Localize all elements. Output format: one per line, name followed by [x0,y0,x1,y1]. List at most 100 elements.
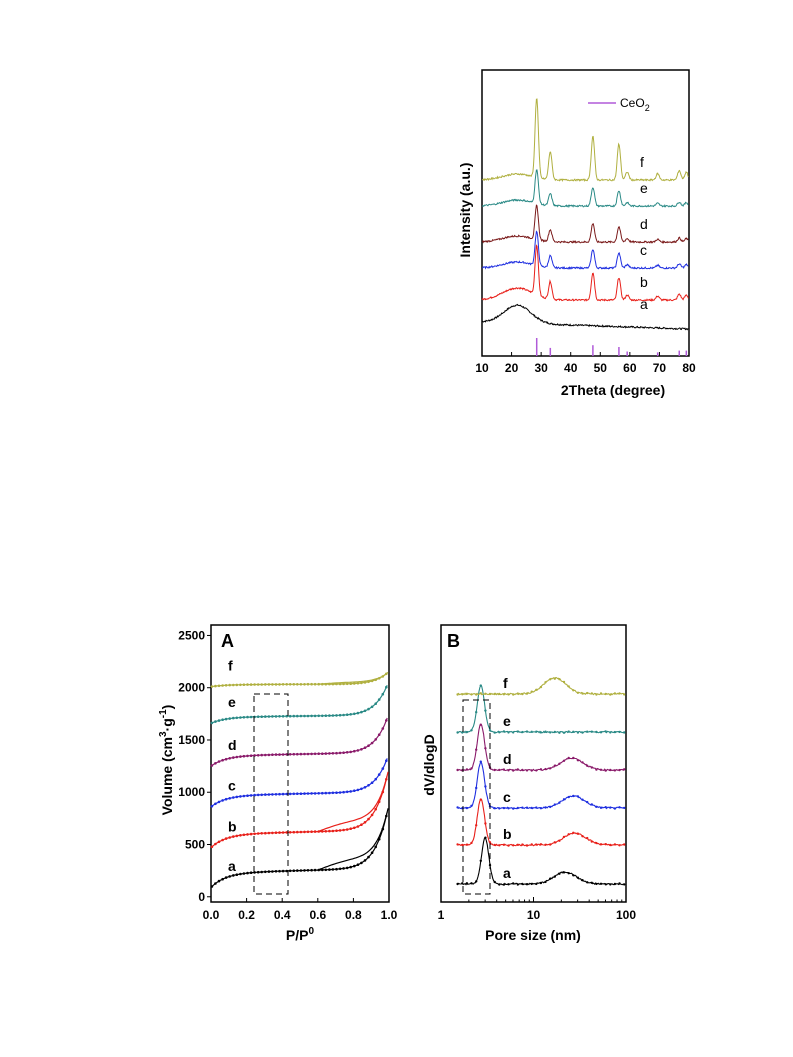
isotherm-point-a [292,869,296,872]
isotherm-point-c [228,797,231,800]
pore-point-e [535,730,538,733]
isotherm-point-b [374,807,378,811]
isotherm-point-b [256,832,260,835]
isotherm-point-d [321,752,324,755]
pore-point-a [456,882,459,886]
pore-point-b [516,843,519,846]
pore-point-f [502,693,506,696]
isotherm-point-e [224,717,228,721]
xrd-x-axis-label: 2Theta (degree) [561,382,665,398]
pore-point-b [470,841,473,845]
isotherm-point-f [303,683,306,686]
isotherm-x-tick-label: 0.6 [309,908,326,922]
pore-point-c [572,794,575,798]
pore-point-d [507,769,510,772]
isotherm-x-ticks: 0.0 0.2 0.4 0.6 0.8 1.0 [203,898,398,922]
isotherm-point-d [264,753,267,757]
isotherm-point-b [228,836,231,839]
isotherm-point-b [317,830,321,833]
pore-point-d [530,769,533,772]
pore-point-d [544,767,547,771]
isotherm-adsorption-e [211,684,388,724]
isotherm-point-c [246,794,249,797]
isotherm-point-f [360,681,363,685]
isotherm-point-b [303,830,306,834]
isotherm-series-lines [210,671,389,888]
isotherm-point-c [303,792,306,795]
isotherm-point-c [377,773,381,776]
isotherm-point-d [313,752,317,756]
isotherm-y-tick-label: 500 [185,838,205,852]
isotherm-point-a [264,870,267,874]
pore-point-f [576,691,580,694]
isotherm-point-b [249,832,253,836]
pore-point-f [599,692,603,695]
isotherm-x-tick-label: 1.0 [381,908,398,922]
isotherm-point-d [221,758,224,762]
isotherm-point-a [288,869,292,873]
isotherm-point-d [217,760,221,763]
pore-point-b [488,841,492,844]
isotherm-point-b [285,831,289,834]
isotherm-point-a [313,868,317,872]
isotherm-point-b [331,829,335,833]
pore-point-b [544,843,547,846]
pore-point-c [567,795,570,799]
pore-point-a [535,882,538,886]
pore-point-d [498,768,501,772]
isotherm-chart: a b c d e f 0.0 0.2 0.4 0.6 0.8 1.0 0 500 1000 1500 20… [158,624,398,943]
pore-point-c [558,801,561,804]
pore-point-d [535,769,538,772]
pore-point-b [567,833,570,836]
pore-point-a [553,875,556,878]
pore-point-a [613,882,617,886]
pore-point-d [479,723,482,726]
pore-point-e [576,731,580,734]
pore-point-f [535,688,538,691]
pore-point-b [525,844,529,847]
pore-point-d [475,748,478,751]
pore-point-f [521,692,524,696]
isotherm-point-e [299,714,303,718]
pore-point-a [539,881,543,885]
pore-point-f [539,685,543,689]
isotherm-point-c [288,792,292,796]
isotherm-point-a [210,885,214,888]
isotherm-point-f [356,681,360,685]
isotherm-point-f [260,683,264,686]
pore-point-a [512,882,515,885]
pore-point-b [493,843,496,847]
isotherm-point-c [360,787,363,791]
pore-point-d [516,768,519,771]
isotherm-point-a [296,869,299,872]
isotherm-point-a [310,868,313,872]
pore-series-line-e [457,684,626,734]
isotherm-point-c [224,797,228,801]
isotherm-point-d [232,756,235,759]
pore-point-c [609,806,612,809]
isotherm-point-f [349,682,353,685]
pore-point-c [539,807,543,810]
pore-point-b [498,844,501,847]
isotherm-point-c [331,791,335,795]
isotherm-point-b [360,823,363,826]
isotherm-point-f [292,683,296,686]
pore-point-f [581,692,584,695]
isotherm-point-e [360,710,363,714]
pore-point-b [599,843,603,846]
isotherm-point-c [370,781,374,784]
isotherm-point-b [342,828,345,832]
isotherm-x-tick-label: 0.2 [238,908,255,922]
pore-point-c [590,803,593,806]
isotherm-point-c [385,759,388,762]
pore-series-label-b: b [503,826,512,842]
isotherm-x-tick-label: 0.8 [345,908,362,922]
pore-point-c [623,806,626,810]
pore-point-f [595,693,598,696]
isotherm-point-b [335,829,338,832]
isotherm-point-e [313,714,317,718]
isotherm-point-e [228,717,231,720]
pore-point-e [549,731,552,734]
pore-point-f [456,693,459,696]
pore-point-f [567,685,570,688]
